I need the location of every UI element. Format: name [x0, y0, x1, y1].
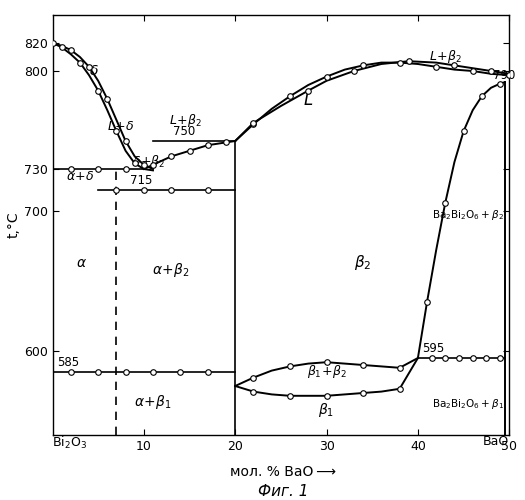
Text: $L\!+\!\beta_2$: $L\!+\!\beta_2$	[169, 112, 202, 129]
Text: Фиг. 1: Фиг. 1	[258, 484, 309, 498]
Text: 790: 790	[493, 69, 515, 82]
Text: $\alpha\!+\!\delta$: $\alpha\!+\!\delta$	[66, 170, 94, 183]
Text: $\delta\!+\!\beta_2$: $\delta\!+\!\beta_2$	[132, 153, 165, 170]
Text: 715: 715	[130, 174, 153, 187]
Text: $L\!+\!\beta_2$: $L\!+\!\beta_2$	[429, 48, 461, 65]
Text: $L$: $L$	[303, 90, 313, 108]
Text: Bi$_2$O$_3$: Bi$_2$O$_3$	[52, 435, 88, 451]
Text: $\beta_1\!+\!\beta_2$: $\beta_1\!+\!\beta_2$	[307, 363, 346, 380]
Text: $\beta_2$: $\beta_2$	[354, 253, 372, 272]
Text: $\alpha\!+\!\beta_2$: $\alpha\!+\!\beta_2$	[152, 261, 190, 279]
Text: 750: 750	[173, 125, 195, 138]
Text: 585: 585	[57, 356, 79, 369]
Text: $L\!+\!\delta$: $L\!+\!\delta$	[107, 120, 135, 133]
Text: $\alpha\!+\!\beta_1$: $\alpha\!+\!\beta_1$	[134, 392, 172, 410]
Text: 595: 595	[423, 342, 445, 355]
Text: $\mathrm{Ba_2Bi_2O_6}+\beta_1$: $\mathrm{Ba_2Bi_2O_6}+\beta_1$	[432, 397, 504, 411]
Text: $\mathrm{Ba_2Bi_2O_6}+\beta_2$: $\mathrm{Ba_2Bi_2O_6}+\beta_2$	[432, 208, 504, 222]
Text: мол. % BaO ⟶: мол. % BaO ⟶	[230, 466, 337, 479]
Text: BaO: BaO	[483, 435, 509, 448]
Text: $\alpha$: $\alpha$	[76, 256, 87, 270]
Text: $\beta_1$: $\beta_1$	[319, 401, 334, 419]
Y-axis label: t,°C: t,°C	[7, 212, 21, 238]
Text: $\delta$: $\delta$	[89, 64, 99, 78]
